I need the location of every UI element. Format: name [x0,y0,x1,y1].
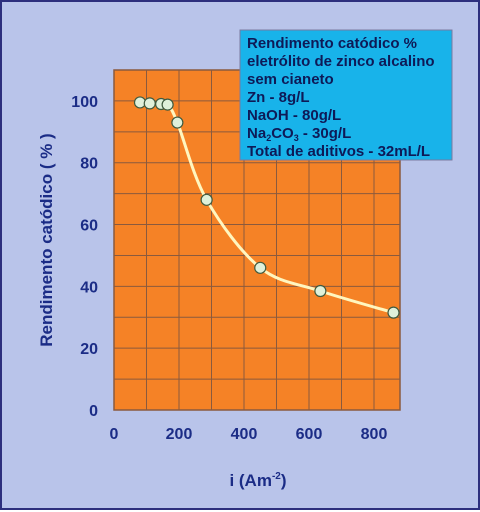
x-tick-label: 200 [166,426,193,443]
data-point [387,306,400,319]
data-point [314,284,327,298]
y-tick-label: 40 [80,279,98,296]
y-axis-label: Rendimento catódico ( % ) [37,133,56,346]
x-tick-label: 0 [110,426,119,443]
x-axis-label-close: ) [281,471,287,490]
y-tick-label: 20 [80,341,98,358]
y-tick-label: 100 [71,94,98,111]
y-tick-labels: 0 20 40 60 80 100 [71,94,98,420]
data-point [254,261,267,274]
data-point [143,97,156,110]
legend-line-1: Rendimento catódico % [247,35,417,52]
x-tick-label: 600 [296,426,323,443]
legend-line-6: Na2CO3 - 30g/L [247,125,351,143]
data-point [200,193,213,206]
legend-line-5: NaOH - 80g/L [247,107,341,124]
x-tick-label: 800 [361,426,388,443]
x-axis-label-main: i (Am [229,471,272,490]
x-tick-label: 400 [231,426,258,443]
legend-line-4: Zn - 8g/L [247,89,310,106]
data-point [171,116,184,129]
x-axis-label-sup: -2 [272,471,281,482]
x-tick-labels: 0 200 400 600 800 [110,426,388,443]
legend-line-7: Total de aditivos - 32mL/L [247,143,430,160]
y-tick-label: 0 [89,403,98,420]
legend-box-bg [239,29,453,161]
x-axis-label: i (Am-2) [229,471,286,490]
y-tick-label: 80 [80,156,98,173]
legend-line-2: eletrólito de zinco alcalino [247,53,435,70]
legend-box: Rendimento catódico % eletrólito de zinc… [239,29,453,161]
legend-line-3: sem cianeto [247,71,334,88]
data-points [133,96,400,319]
y-tick-label: 60 [80,218,98,235]
data-point [161,98,174,111]
